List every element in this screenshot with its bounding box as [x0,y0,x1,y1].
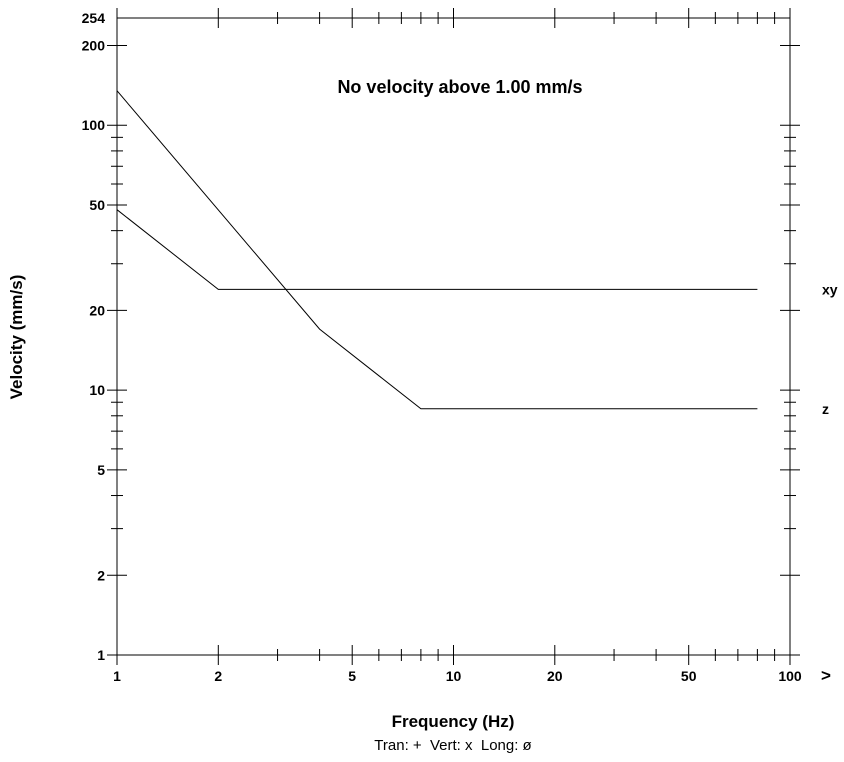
y-tick-label: 254 [82,10,106,26]
x-tick-label: 100 [778,668,802,684]
x-tick-label: 20 [547,668,563,684]
y-tick-label: 2 [97,567,105,583]
x-axis-title: Frequency (Hz) [392,712,515,731]
y-tick-labels: 1 2 5 10 20 50 100 200 254 [82,10,106,663]
legend-note: Tran: + Vert: x Long: ø [374,737,531,754]
x-tick-label: 50 [681,668,697,684]
tick-marks [107,8,800,665]
series-labels: xy z [822,281,838,416]
x-axis-arrow: > [821,666,831,685]
y-tick-label: 50 [89,197,105,213]
x-tick-labels: 1 2 5 10 20 50 100 [113,668,802,684]
x-tick-label: 10 [446,668,462,684]
series-lines [116,90,758,410]
chart-annotation: No velocity above 1.00 mm/s [337,77,582,97]
y-tick-label: 20 [89,302,105,318]
x-tick-label: 2 [214,668,222,684]
plot-frame [116,17,791,656]
y-axis-title: Velocity (mm/s) [7,275,26,400]
y-tick-label: 5 [97,462,105,478]
series-label-xy: xy [822,281,838,297]
y-tick-label: 1 [97,647,105,663]
x-tick-label: 5 [348,668,356,684]
series-line-xy [116,209,758,290]
y-tick-label: 200 [82,37,106,53]
series-line-z [116,90,758,410]
y-tick-label: 10 [89,382,105,398]
y-tick-label: 100 [82,117,106,133]
x-tick-label: 1 [113,668,121,684]
series-label-z: z [822,401,829,417]
